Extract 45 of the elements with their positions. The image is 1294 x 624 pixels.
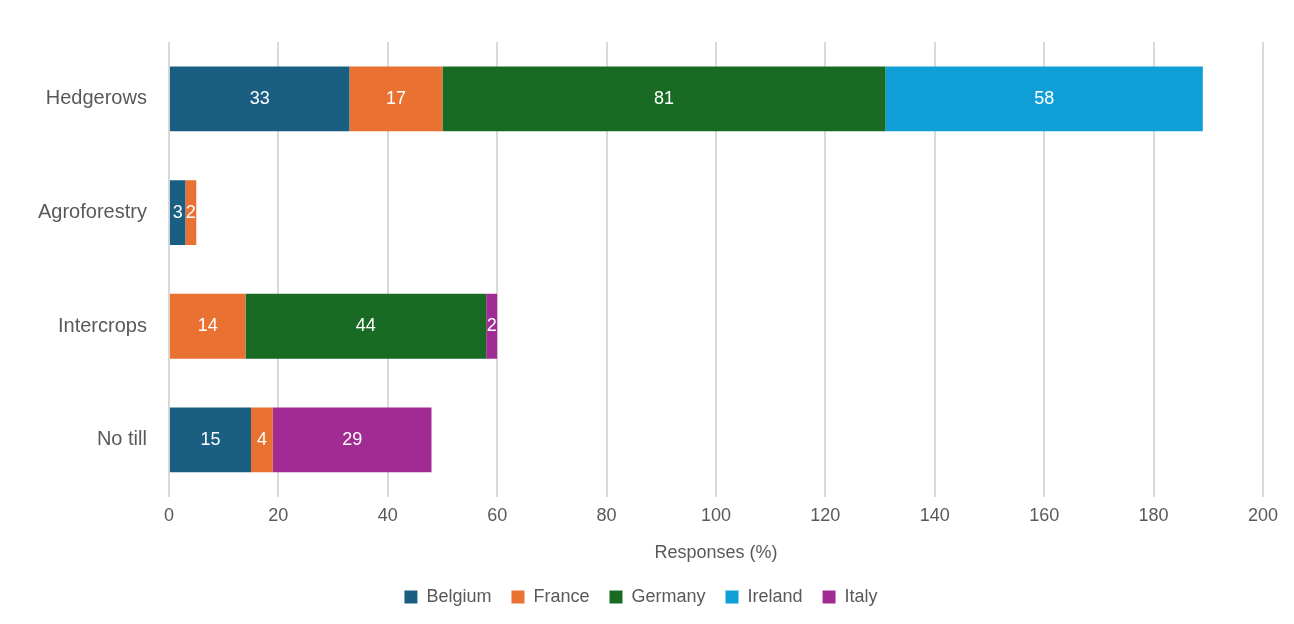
x-tick-label: 20 — [268, 504, 289, 525]
data-label: 44 — [355, 315, 376, 336]
legend-label: Ireland — [747, 585, 803, 606]
legend-label: Belgium — [426, 585, 492, 606]
bar — [169, 66, 350, 132]
bar — [245, 293, 487, 359]
data-label: 4 — [256, 428, 267, 449]
data-label: 58 — [1034, 87, 1055, 108]
bar — [885, 66, 1203, 132]
x-tick-label: 0 — [163, 504, 174, 525]
bar — [486, 293, 498, 359]
y-tick-label: No till — [96, 427, 147, 450]
bar — [272, 407, 432, 473]
data-label: 14 — [197, 315, 218, 336]
data-label: 33 — [249, 87, 270, 108]
x-tick-label: 60 — [487, 504, 508, 525]
data-label: 29 — [342, 428, 363, 449]
x-tick-label: 160 — [1029, 504, 1060, 525]
legend-label: France — [533, 585, 590, 606]
bar — [185, 180, 197, 245]
legend-label: Italy — [844, 585, 878, 606]
legend-label: Germany — [631, 585, 706, 606]
y-tick-label: Hedgerows — [45, 86, 147, 109]
bar — [169, 407, 251, 473]
x-tick-label: 80 — [596, 504, 617, 525]
x-axis-title: Responses (%) — [654, 542, 778, 563]
bar — [349, 66, 443, 132]
x-tick-label: 100 — [700, 504, 731, 525]
data-label: 81 — [653, 87, 674, 108]
x-tick-label: 180 — [1138, 504, 1169, 525]
data-label: 2 — [185, 201, 196, 222]
bar — [250, 407, 273, 473]
data-label: 15 — [200, 428, 221, 449]
bar — [169, 293, 246, 359]
y-tick-label: Agroforestry — [37, 200, 147, 223]
y-tick-label: Intercrops — [57, 313, 147, 336]
x-tick-label: 120 — [810, 504, 841, 525]
x-tick-label: 140 — [919, 504, 950, 525]
data-label: 17 — [385, 87, 406, 108]
x-tick-label: 40 — [377, 504, 398, 525]
data-label: 2 — [486, 315, 497, 336]
data-label: 3 — [172, 201, 183, 222]
x-tick-label: 200 — [1247, 504, 1279, 525]
bar — [442, 66, 886, 132]
bar — [169, 180, 186, 245]
